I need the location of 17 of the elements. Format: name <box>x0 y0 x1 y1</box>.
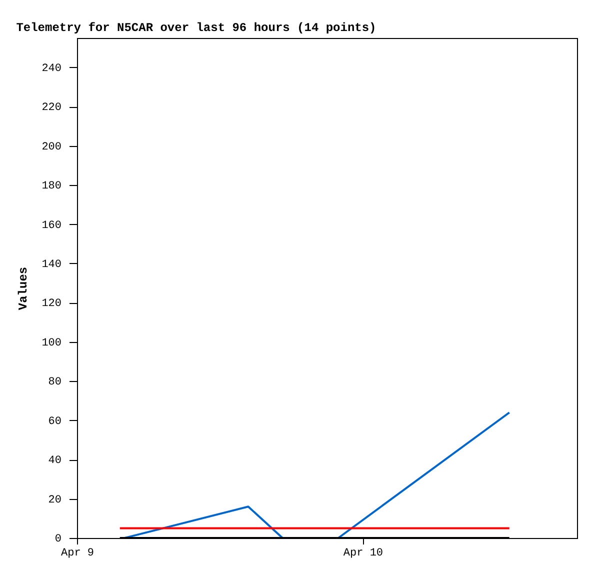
y-tick-label: 60 <box>48 416 62 428</box>
y-axis-title: Values <box>16 266 31 310</box>
y-tick-label: 140 <box>42 258 62 271</box>
x-tick-label: Apr 9 <box>60 548 94 560</box>
y-tick-label: 220 <box>42 102 62 114</box>
y-tick-label: 120 <box>42 298 62 310</box>
y-tick-label: 160 <box>42 220 62 232</box>
chart-title: Telemetry for N5CAR over last 96 hours (14 points) <box>16 21 376 35</box>
y-tick-label: 180 <box>42 180 62 193</box>
y-tick-label: 0 <box>54 534 62 546</box>
y-tick-label: 20 <box>48 494 62 506</box>
y-tick-label: 200 <box>42 141 62 154</box>
y-tick-label: 100 <box>42 337 62 350</box>
x-tick-label: Apr 10 <box>343 548 384 560</box>
y-tick-label: 40 <box>48 455 62 468</box>
y-tick-label: 80 <box>48 376 62 389</box>
y-tick-label: 240 <box>42 62 62 75</box>
